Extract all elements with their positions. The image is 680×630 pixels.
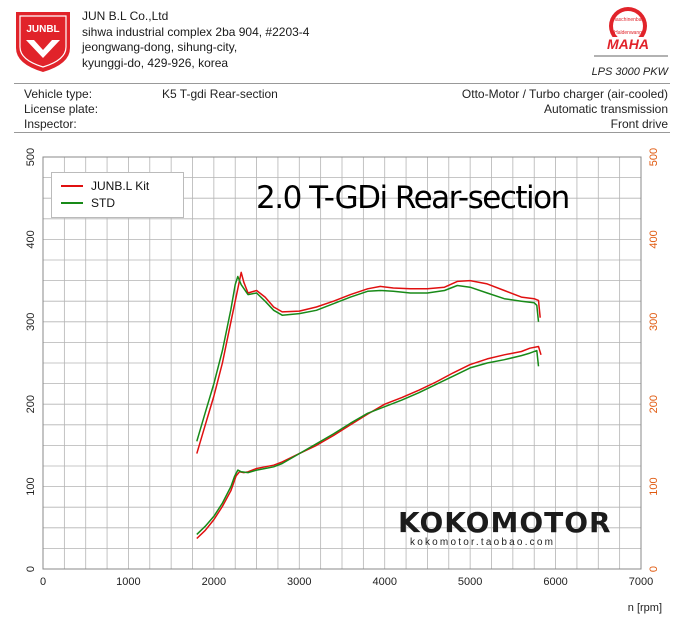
x-tick-label: 4000	[372, 576, 396, 588]
junbl-logo: JUNBL	[16, 12, 70, 72]
y-tick-label-right: 0	[648, 566, 660, 572]
upper-curve-std	[196, 275, 540, 442]
engine-type: Otto-Motor / Turbo charger (air-cooled)	[461, 87, 668, 101]
address-line-3: kyunggi-do, 429-926, korea	[82, 55, 229, 70]
axis-ticks: 0 1000 2000 3000 4000 5000 6000 700001002003004…	[25, 148, 660, 588]
transmission-type: Automatic transmission	[543, 102, 668, 116]
vehicle-type-value: K5 T-gdi Rear-section	[162, 87, 278, 101]
y-tick-label-left: 400	[25, 230, 37, 248]
x-tick-label: 7000	[629, 576, 653, 588]
chart-legend: JUNB.L Kit STD	[51, 172, 184, 218]
plot-frame	[42, 156, 642, 570]
legend-label-kit: JUNB.L Kit	[91, 179, 150, 193]
x-tick-label: 5000	[458, 576, 482, 588]
x-tick-label: 0	[40, 576, 46, 588]
y-tick-label-right: 500	[648, 148, 660, 166]
y-tick-label-left: 0	[25, 566, 37, 572]
x-axis-label: n [rpm]	[627, 602, 662, 614]
watermark-url: kokomotor.taobao.com	[410, 537, 556, 548]
info-row-vehicle: Vehicle type: K5 T-gdi Rear-section Otto…	[24, 87, 670, 101]
report-header: JUNBL JUN B.L Co.,Ltd sihwa industrial c…	[0, 0, 680, 80]
chart-lines	[196, 271, 542, 540]
power-torque-chart: 0 1000 2000 3000 4000 5000 6000 700001002003004…	[25, 148, 660, 588]
x-tick-label: 1000	[116, 576, 140, 588]
watermark-name: KOKOMOTOR	[398, 506, 612, 539]
address-line-1: sihwa industrial complex 2ba 904, #2203-…	[82, 24, 310, 39]
license-plate-label: License plate:	[24, 102, 99, 116]
vehicle-type-label: Vehicle type:	[24, 87, 93, 101]
dyno-model: LPS 3000 PKW	[591, 66, 668, 78]
logo-text: JUNBL	[26, 24, 59, 35]
maha-badge-top: Maschinenbau	[612, 17, 645, 23]
maha-badge-bottom: Haldenwang	[614, 30, 642, 36]
x-tick-label: 6000	[543, 576, 567, 588]
y-tick-label-left: 500	[25, 148, 37, 166]
maha-brand: MAHA	[607, 36, 649, 52]
chart-title: 2.0 T-GDi Rear-section	[256, 180, 570, 216]
upper-curve-kit	[196, 271, 541, 454]
vehicle-info: Vehicle type: K5 T-gdi Rear-section Otto…	[14, 83, 670, 133]
legend-swatch-std	[61, 202, 83, 204]
y-tick-label-left: 200	[25, 395, 37, 413]
info-row-inspector: Inspector: Front drive	[24, 117, 670, 131]
y-tick-label-left: 100	[25, 477, 37, 495]
y-tick-label-right: 100	[648, 477, 660, 495]
lower-curve-kit	[196, 345, 542, 540]
y-tick-label-right: 300	[648, 313, 660, 331]
address-line-2: jeongwang-dong, sihung-city,	[82, 40, 238, 54]
x-tick-label: 2000	[202, 576, 226, 588]
inspector-label: Inspector:	[24, 117, 77, 131]
legend-swatch-kit	[61, 185, 83, 187]
y-tick-label-left: 300	[25, 313, 37, 331]
chart-grid	[42, 156, 642, 570]
maha-logo: Maschinenbau Haldenwang MAHA	[594, 7, 668, 57]
drive-type: Front drive	[610, 117, 668, 131]
y-tick-label-right: 400	[648, 230, 660, 248]
company-name: JUN B.L Co.,Ltd	[82, 9, 169, 23]
info-row-license: License plate: Automatic transmission	[24, 102, 670, 116]
kokomotor-watermark: KOKOMOTOR kokomotor.taobao.com	[398, 506, 622, 552]
x-tick-label: 3000	[287, 576, 311, 588]
y-tick-label-right: 200	[648, 395, 660, 413]
company-address: JUN B.L Co.,Ltd sihwa industrial complex…	[82, 9, 309, 71]
legend-label-std: STD	[91, 196, 115, 210]
lower-curve-std	[196, 349, 540, 535]
